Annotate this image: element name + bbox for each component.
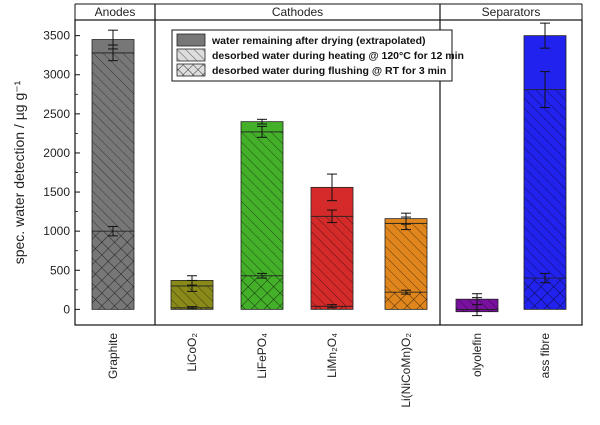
bars (91, 35, 567, 313)
group-labels: Anodes Cathodes Separators (95, 5, 541, 19)
category-label-6: olyolefin (470, 333, 484, 377)
bar-pattern-1-7 (524, 278, 566, 310)
plot-frame (74, 3, 583, 326)
legend-swatch-pattern-3 (177, 64, 205, 76)
y-tick-label: 0 (63, 302, 70, 316)
y-axis-label: spec. water detection / µg g⁻¹ (11, 80, 27, 264)
group-label-3: Separators (482, 5, 541, 19)
category-label-1: Graphite (106, 333, 120, 379)
legend-swatch-1 (176, 33, 206, 47)
error-bars (108, 22, 550, 317)
bar-pattern-2-7 (524, 89, 566, 279)
y-tick-label: 1500 (43, 185, 70, 199)
y-tick-label: 3500 (43, 29, 70, 43)
category-label-2: LiCoO₂ (185, 333, 199, 372)
legend-label-3: desorbed water during flushing @ RT for … (212, 65, 446, 77)
category-label-4: LiMn₂O₄ (325, 333, 339, 378)
category-label-7: ass fibre (538, 333, 552, 379)
y-tick-label: 1000 (43, 224, 70, 238)
bar-pattern-2-5 (385, 223, 427, 293)
legend-label-1: water remaining after drying (extrapolat… (211, 35, 426, 47)
legend: water remaining after drying (extrapolat… (171, 29, 464, 82)
y-axis: 0 500 1000 1500 2000 2500 3000 3500 (43, 29, 80, 316)
group-label-2: Cathodes (272, 5, 323, 19)
category-label-3: LiFePO₄ (255, 333, 269, 379)
bar-pattern-2-2 (171, 285, 213, 308)
x-axis-labels: Graphite LiCoO₂ LiFePO₄ LiMn₂O₄ Li(NiCoMn)O₂… (106, 333, 552, 408)
y-tick-label: 2000 (43, 146, 70, 160)
group-label-1: Anodes (95, 5, 136, 19)
legend-box (171, 29, 453, 82)
bar-pattern-2-4 (311, 216, 353, 307)
bar-pattern-2-1 (92, 52, 134, 232)
bar-pattern-1-3 (241, 275, 283, 310)
category-label-5: Li(NiCoMn)O₂ (399, 333, 413, 408)
y-tick-label: 3000 (43, 68, 70, 82)
bar-pattern-2-3 (241, 131, 283, 276)
y-tick-label: 2500 (43, 107, 70, 121)
legend-label-2: desorbed water during heating @ 120°C fo… (212, 50, 464, 62)
legend-swatch-pattern-2 (177, 49, 205, 61)
bar-pattern-1-1 (92, 231, 134, 310)
y-tick-label: 500 (50, 263, 70, 277)
bar-pattern-1-5 (385, 292, 427, 310)
